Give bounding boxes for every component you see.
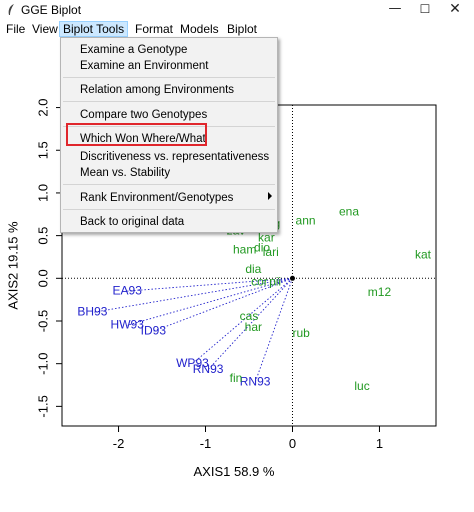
environment-label: ena: [339, 205, 359, 219]
y-axis-label: AXIS2 19.15 %: [5, 221, 20, 310]
y-tick-label: 1.0: [35, 184, 50, 202]
environment-label: cor: [251, 275, 268, 289]
environment-label: m12: [368, 285, 392, 299]
environment-label: fin: [230, 371, 243, 385]
menu-separator: [63, 126, 275, 127]
menu-format[interactable]: Format: [135, 22, 174, 36]
genotype-label: EA93: [113, 283, 143, 297]
genotype-vector: [127, 277, 293, 326]
close-icon[interactable]: ✕: [449, 1, 461, 17]
genotype-label: WP93: [176, 356, 209, 370]
window-titlebar: GGE Biplot — ☐ ✕: [0, 0, 474, 20]
genotype-label: RN93: [193, 362, 224, 376]
environment-label: ann: [296, 213, 316, 227]
environment-label: dia: [245, 262, 261, 276]
menubar: File View Biplot Tools Format Models Bip…: [0, 20, 474, 38]
r-feather-icon: [8, 4, 14, 15]
menu-file[interactable]: File: [6, 22, 26, 36]
menu-separator: [63, 101, 275, 102]
menu-separator: [63, 184, 275, 185]
biplot-plot-area: -2 -1 0 1 -1.5 -1.0 -0.5 0.0 0.5 1.0 1.5 2.0 AXIS1 5…: [0, 38, 474, 512]
genotype-label: ID93: [141, 323, 167, 337]
menu-item-rank-environment[interactable]: Rank Environment/Genotypes: [80, 192, 234, 204]
menu-item-discriminativeness[interactable]: Discritiveness vs. representativeness: [80, 151, 270, 163]
environment-label: rub: [293, 326, 311, 340]
y-tick-label: 0.0: [35, 269, 50, 287]
y-tick-label: 0.5: [35, 227, 50, 245]
biplot-chart: -2 -1 0 1 -1.5 -1.0 -0.5 0.0 0.5 1.0 1.5 2.0 AXIS1 5…: [5, 62, 437, 479]
window-title: GGE Biplot: [21, 3, 82, 17]
y-tick-label: 1.5: [35, 141, 50, 159]
genotype-label: HW93: [111, 317, 145, 331]
environment-label: cas: [240, 309, 259, 323]
menu-models[interactable]: Models: [180, 22, 219, 36]
maximize-icon[interactable]: ☐: [419, 2, 431, 16]
environment-label: dio: [254, 241, 270, 255]
y-tick-label: -1.5: [35, 395, 50, 417]
menu-item-relation-environments[interactable]: Relation among Environments: [80, 84, 235, 96]
biplot-tools-dropdown: Examine a Genotype Examine an Environmen…: [60, 37, 278, 233]
genotype-label: RN93: [240, 375, 271, 389]
genotype-label: BH93: [77, 305, 107, 319]
y-tick-label: 2.0: [35, 99, 50, 117]
x-axis-label: AXIS1 58.9 %: [194, 464, 275, 479]
genotype-vector: [192, 277, 293, 365]
menu-separator: [63, 209, 275, 210]
menu-item-back-to-original[interactable]: Back to original data: [80, 216, 185, 228]
menu-item-examine-genotype[interactable]: Examine a Genotype: [80, 44, 188, 56]
environment-label: ham: [233, 242, 256, 256]
highlight-box: [66, 123, 207, 146]
genotype-vector: [92, 277, 293, 313]
environment-label: har: [245, 320, 262, 334]
environment-label: luc: [354, 379, 369, 393]
y-tick-label: -1.0: [35, 352, 50, 374]
menu-view[interactable]: View: [32, 22, 58, 36]
genotype-vector: [254, 278, 293, 383]
menu-item-examine-environment[interactable]: Examine an Environment: [80, 60, 209, 72]
menu-separator: [63, 77, 275, 78]
menu-item-which-won-where[interactable]: Which Won Where/What: [80, 133, 206, 145]
menu-item-mean-stability[interactable]: Mean vs. Stability: [80, 167, 171, 179]
origin-point: [289, 275, 295, 281]
x-tick-label: -1: [200, 436, 212, 451]
x-tick-label: -2: [113, 436, 125, 451]
environment-label: lari: [263, 245, 279, 259]
menu-biplot[interactable]: Biplot: [227, 22, 258, 36]
menu-item-compare-genotypes[interactable]: Compare two Genotypes: [80, 109, 208, 121]
menu-biplot-tools[interactable]: Biplot Tools: [59, 21, 129, 37]
genotype-vector: [153, 277, 293, 332]
environment-label: kar: [258, 230, 275, 244]
environment-label: kat: [415, 247, 432, 261]
environment-label: pii: [269, 275, 281, 289]
minimize-icon[interactable]: —: [388, 1, 402, 16]
x-tick-label: 0: [289, 436, 296, 451]
y-tick-label: -0.5: [35, 310, 50, 332]
x-tick-label: 1: [376, 436, 383, 451]
submenu-arrow-icon: [268, 192, 272, 200]
